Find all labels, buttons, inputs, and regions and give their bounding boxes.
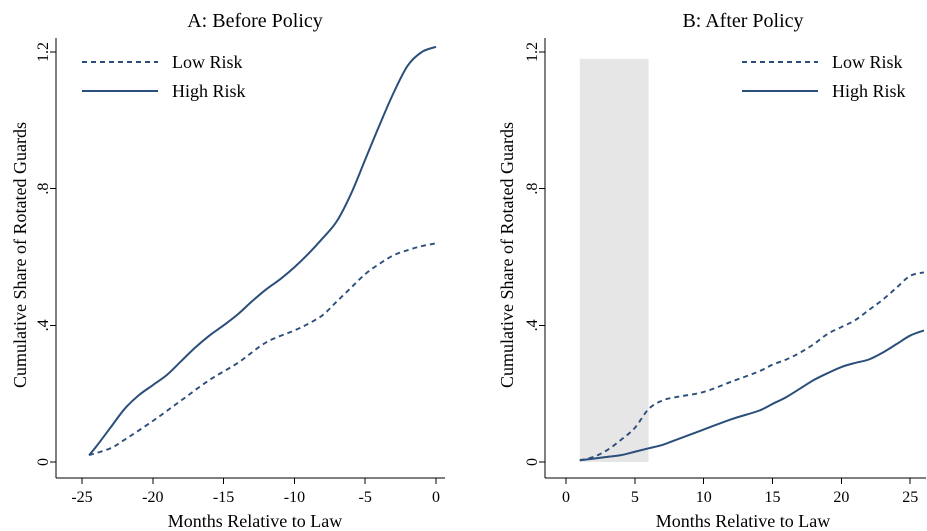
panel-b-shaded-region bbox=[579, 58, 649, 462]
panel-a-x-tick-label: -10 bbox=[284, 489, 305, 506]
panel-a-x-tick-label: -20 bbox=[142, 489, 163, 506]
panel-a-legend-high-label: High Risk bbox=[172, 81, 246, 101]
panel-a-x-tick-label: -15 bbox=[213, 489, 234, 506]
panel-b-x-tick-label: 15 bbox=[765, 489, 781, 506]
panel-a-series-low-risk bbox=[88, 242, 437, 457]
panel-a-y-ticks: 0 .4 .8 1.2 bbox=[35, 42, 56, 466]
panel-b-series-high-risk bbox=[579, 329, 925, 462]
panel-a: A: Before Policy Cumulative Share of Rot… bbox=[10, 10, 445, 531]
panel-b-series-low-risk bbox=[579, 271, 925, 462]
panel-a-x-tick-label: -25 bbox=[71, 489, 92, 506]
panel-b-x-tick-label: 5 bbox=[631, 489, 639, 506]
panel-b-legend-low-label: Low Risk bbox=[832, 52, 903, 72]
panel-a-y-tick-label: 1.2 bbox=[35, 42, 52, 62]
panel-b-legend-high-label: High Risk bbox=[832, 81, 906, 101]
panel-b-legend: Low Risk High Risk bbox=[742, 52, 906, 101]
panel-b-y-ticks: 0 .4 .8 1.2 bbox=[524, 42, 545, 466]
panel-a-xlabel: Months Relative to Law bbox=[168, 511, 342, 531]
panel-b-x-tick-label: 10 bbox=[696, 489, 712, 506]
panel-a-legend: Low Risk High Risk bbox=[82, 52, 246, 101]
panel-b-title: B: After Policy bbox=[682, 10, 803, 32]
panel-a-legend-low-label: Low Risk bbox=[172, 52, 243, 72]
panel-b-y-tick-label: .8 bbox=[524, 183, 541, 195]
panel-a-x-tick-label: 0 bbox=[432, 489, 440, 506]
panel-b-x-tick-label: 20 bbox=[833, 489, 849, 506]
panel-a-title: A: Before Policy bbox=[187, 10, 323, 32]
panel-b-xlabel: Months Relative to Law bbox=[656, 511, 830, 531]
panel-a-x-tick-label: -5 bbox=[359, 489, 372, 506]
panel-b-x-tick-label: 25 bbox=[902, 489, 918, 506]
panel-b-y-tick-label: 0 bbox=[524, 458, 541, 466]
panel-b-x-ticks: 0 5 10 15 20 25 bbox=[562, 478, 918, 506]
panel-b-x-tick-label: 0 bbox=[562, 489, 570, 506]
panel-a-ylabel: Cumulative Share of Rotated Guards bbox=[10, 122, 30, 388]
panel-a-series-high-risk bbox=[88, 45, 437, 456]
panel-b: B: After Policy Cumulative Share of Rota… bbox=[497, 10, 926, 531]
panel-b-y-tick-label: .4 bbox=[524, 319, 541, 331]
panel-a-y-tick-label: .4 bbox=[35, 319, 52, 331]
panel-b-y-tick-label: 1.2 bbox=[524, 42, 541, 62]
panel-b-ylabel: Cumulative Share of Rotated Guards bbox=[497, 122, 517, 388]
panel-a-y-tick-label: .8 bbox=[35, 183, 52, 195]
panel-a-y-tick-label: 0 bbox=[35, 458, 52, 466]
panel-a-x-ticks: -25 -20 -15 -10 -5 0 bbox=[71, 478, 440, 506]
